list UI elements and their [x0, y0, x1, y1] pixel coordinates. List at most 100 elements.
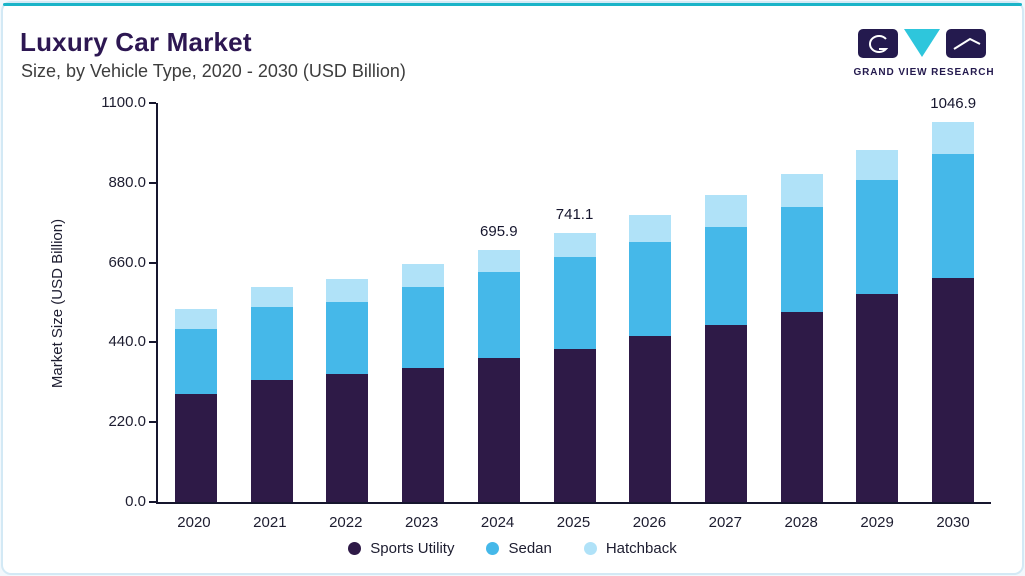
stacked-bar — [856, 150, 899, 502]
x-tick-label: 2027 — [708, 514, 742, 531]
logo-text: GRAND VIEW RESEARCH — [853, 67, 995, 78]
legend-dot — [583, 542, 597, 555]
x-tick-label: 2021 — [253, 514, 287, 531]
bar-segment-sports-utility — [553, 348, 596, 502]
bar-group — [158, 103, 234, 502]
bar-segment-sports-utility — [326, 373, 369, 502]
y-tick-label: 1100.0 — [101, 94, 146, 111]
y-tick-mark — [149, 181, 156, 184]
bar-group — [840, 103, 916, 502]
bar-segment-sports-utility — [932, 277, 975, 502]
stacked-bar — [174, 309, 217, 502]
x-tick-label: 2026 — [632, 514, 667, 531]
stacked-bar — [780, 174, 823, 502]
bar-segment-sports-utility — [250, 380, 293, 502]
bar-segment-sports-utility — [477, 358, 520, 502]
bars-container: 695.9 741.1 1046.9 — [158, 95, 991, 502]
legend-item-sports-utility: Sports Utility — [348, 540, 454, 557]
y-tick-mark — [149, 102, 156, 104]
legend: Sports Utility Sedan Hatchback — [3, 540, 1022, 557]
legend-label: Sports Utility — [370, 540, 455, 557]
bar-segment-hatchback — [326, 278, 369, 303]
y-tick-label: 660.0 — [108, 253, 146, 271]
bar-segment-sports-utility — [856, 294, 899, 502]
stacked-bar — [477, 249, 520, 502]
y-tick-mark — [149, 261, 156, 264]
bar-segment-sports-utility — [705, 325, 747, 502]
legend-label: Sedan — [508, 540, 552, 557]
bar-group — [385, 103, 461, 502]
x-tick-label: 2023 — [404, 514, 439, 531]
bar-segment-hatchback — [553, 233, 596, 258]
bar-segment-sports-utility — [780, 311, 823, 502]
x-tick-label: 2020 — [177, 514, 211, 531]
bar-group — [688, 103, 764, 502]
bar-group: 1046.9 — [915, 95, 991, 502]
bar-segment-sedan — [629, 241, 672, 336]
bar-segment-sedan — [856, 179, 899, 295]
x-tick-label: 2022 — [329, 514, 363, 531]
bar-segment-sedan — [705, 227, 747, 325]
bar-segment-sedan — [174, 329, 217, 394]
y-tick-mark — [149, 501, 156, 503]
legend-dot — [348, 542, 362, 555]
bar-segment-sedan — [553, 257, 596, 349]
y-tick-label: 220.0 — [108, 413, 146, 431]
x-axis: 2020 2021 2022 2023 2024 2025 2026 2027 2028 2029… — [156, 514, 991, 531]
legend-item-sedan: Sedan — [486, 540, 552, 557]
bar-segment-hatchback — [250, 286, 293, 307]
bar-value-label: 695.9 — [480, 222, 518, 240]
stacked-bar — [326, 278, 369, 502]
stacked-bar — [402, 264, 445, 502]
x-tick-label: 2025 — [556, 514, 591, 531]
bar-segment-sedan — [477, 272, 520, 358]
legend-dot — [486, 542, 500, 555]
stacked-bar — [705, 195, 747, 502]
legend-item-hatchback: Hatchback — [583, 540, 677, 557]
logo-mark-icon — [858, 29, 986, 58]
stacked-bar — [629, 215, 672, 502]
bar-group — [612, 103, 688, 502]
bar-segment-hatchback — [780, 174, 823, 208]
bar-segment-sedan — [932, 154, 975, 278]
bar-segment-hatchback — [477, 249, 520, 273]
y-tick-label: 880.0 — [108, 173, 146, 191]
brand-logo: GRAND VIEW RESEARCH — [850, 29, 998, 78]
bar-segment-sports-utility — [629, 335, 672, 502]
bar-segment-hatchback — [856, 150, 899, 180]
plot-area: 695.9 741.1 1046.9 — [156, 95, 991, 504]
bar-segment-sports-utility — [402, 368, 445, 502]
page-subtitle: Size, by Vehicle Type, 2020 - 2030 (USD … — [21, 61, 406, 81]
bar-group — [309, 103, 385, 502]
x-tick-label: 2029 — [860, 514, 894, 531]
y-tick-label: 440.0 — [108, 333, 146, 351]
bar-value-label: 741.1 — [555, 206, 594, 224]
stacked-bar — [250, 286, 293, 502]
legend-label: Hatchback — [605, 540, 677, 557]
bar-segment-sedan — [326, 302, 369, 374]
top-accent-bar — [3, 3, 1022, 6]
y-tick-label: 0.0 — [125, 493, 146, 510]
stacked-bar — [553, 233, 596, 502]
bar-segment-hatchback — [402, 264, 445, 287]
bar-segment-sports-utility — [174, 393, 217, 502]
bar-group — [764, 103, 840, 502]
bar-group: 741.1 — [537, 103, 613, 502]
bar-segment-sedan — [402, 286, 445, 369]
bar-segment-hatchback — [174, 309, 217, 329]
bar-segment-hatchback — [705, 195, 747, 228]
bar-segment-sedan — [780, 207, 823, 312]
x-tick-label: 2030 — [936, 514, 970, 531]
x-tick-label: 2028 — [784, 514, 818, 531]
bar-group: 695.9 — [461, 103, 537, 502]
bar-segment-hatchback — [932, 122, 975, 155]
x-tick-label: 2024 — [480, 514, 515, 531]
bar-segment-hatchback — [629, 215, 672, 242]
bar-group — [234, 103, 310, 502]
stacked-bar — [932, 122, 975, 502]
y-tick-mark — [149, 341, 156, 344]
page-title: Luxury Car Market — [20, 27, 252, 57]
bar-segment-sedan — [250, 306, 293, 381]
y-axis-title: Market Size (USD Billion) — [49, 218, 67, 389]
